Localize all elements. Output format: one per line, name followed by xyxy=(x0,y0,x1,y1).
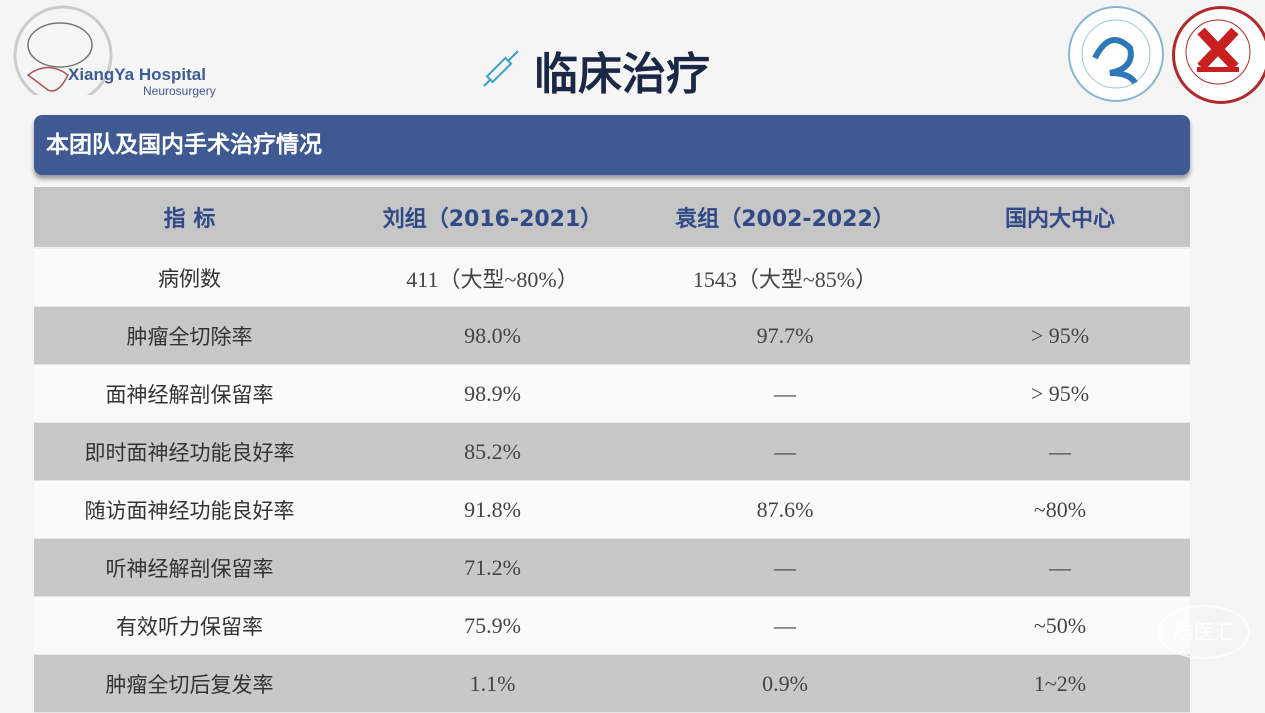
metric-value: — xyxy=(930,422,1190,481)
column-header: 指 标 xyxy=(34,187,345,249)
metric-value: — xyxy=(930,538,1190,597)
table-row: 即时面神经功能良好率 85.2% — — xyxy=(34,422,1190,481)
metric-value: 75.9% xyxy=(345,596,640,655)
xiangya-neurosurgery-logo: XiangYa Hospital Neurosurgery xyxy=(8,0,216,105)
metric-value: 98.9% xyxy=(345,364,640,423)
column-header: 刘组（2016-2021） xyxy=(345,187,640,249)
metric-label: 病例数 xyxy=(34,248,345,307)
metric-value: 1~2% xyxy=(930,654,1190,713)
logo-subtext: Neurosurgery xyxy=(143,84,216,98)
page-title-text: 临床治疗 xyxy=(534,49,710,100)
watermark: 脑医汇 xyxy=(1158,605,1250,659)
section-title-bar: 本团队及国内手术治疗情况 xyxy=(34,115,1190,175)
metric-value: — xyxy=(640,596,930,655)
metric-value: 0.9% xyxy=(640,654,930,713)
treatment-comparison-table: 指 标 刘组（2016-2021） 袁组（2002-2022） 国内大中心 病例… xyxy=(34,187,1190,713)
column-header: 国内大中心 xyxy=(930,187,1190,249)
table-header-row: 指 标 刘组（2016-2021） 袁组（2002-2022） 国内大中心 xyxy=(34,187,1190,249)
metric-value: 91.8% xyxy=(345,480,640,539)
metric-value: 71.2% xyxy=(345,538,640,597)
table-row: 肿瘤全切除率 98.0% 97.7% > 95% xyxy=(34,306,1190,365)
metric-value: 85.2% xyxy=(345,422,640,481)
metric-value: 87.6% xyxy=(640,480,930,539)
metric-value: 97.7% xyxy=(640,306,930,365)
logo-text: XiangYa Hospital xyxy=(68,65,206,84)
metric-value: > 95% xyxy=(930,306,1190,365)
society-seal-logo xyxy=(1068,6,1164,102)
table-row: 有效听力保留率 75.9% — ~50% xyxy=(34,596,1190,655)
metric-value: — xyxy=(640,538,930,597)
table-row: 随访面神经功能良好率 91.8% 87.6% ~80% xyxy=(34,480,1190,539)
table-row: 听神经解剖保留率 71.2% — — xyxy=(34,538,1190,597)
metric-value: ~80% xyxy=(930,480,1190,539)
table-row: 肿瘤全切后复发率 1.1% 0.9% 1~2% xyxy=(34,654,1190,713)
metric-label: 即时面神经功能良好率 xyxy=(34,422,345,481)
metric-label: 随访面神经功能良好率 xyxy=(34,480,345,539)
metric-value: 98.0% xyxy=(345,306,640,365)
syringe-icon xyxy=(483,50,519,87)
column-header: 袁组（2002-2022） xyxy=(640,187,930,249)
metric-value: 1543（大型~85%） xyxy=(640,248,930,307)
metric-value: > 95% xyxy=(930,364,1190,423)
metric-value: 411（大型~80%） xyxy=(345,248,640,307)
table-row: 面神经解剖保留率 98.9% — > 95% xyxy=(34,364,1190,423)
metric-value xyxy=(930,248,1190,307)
metric-label: 听神经解剖保留率 xyxy=(34,538,345,597)
metric-value: 1.1% xyxy=(345,654,640,713)
metric-label: 肿瘤全切除率 xyxy=(34,306,345,365)
metric-label: 肿瘤全切后复发率 xyxy=(34,654,345,713)
table-row: 病例数 411（大型~80%） 1543（大型~85%） xyxy=(34,248,1190,307)
page-title: 临床治疗 xyxy=(478,38,710,102)
xiangya-hospital-seal xyxy=(1172,6,1265,104)
metric-value: — xyxy=(640,364,930,423)
metric-label: 面神经解剖保留率 xyxy=(34,364,345,423)
metric-value: — xyxy=(640,422,930,481)
metric-value: ~50% xyxy=(930,596,1190,655)
metric-label: 有效听力保留率 xyxy=(34,596,345,655)
